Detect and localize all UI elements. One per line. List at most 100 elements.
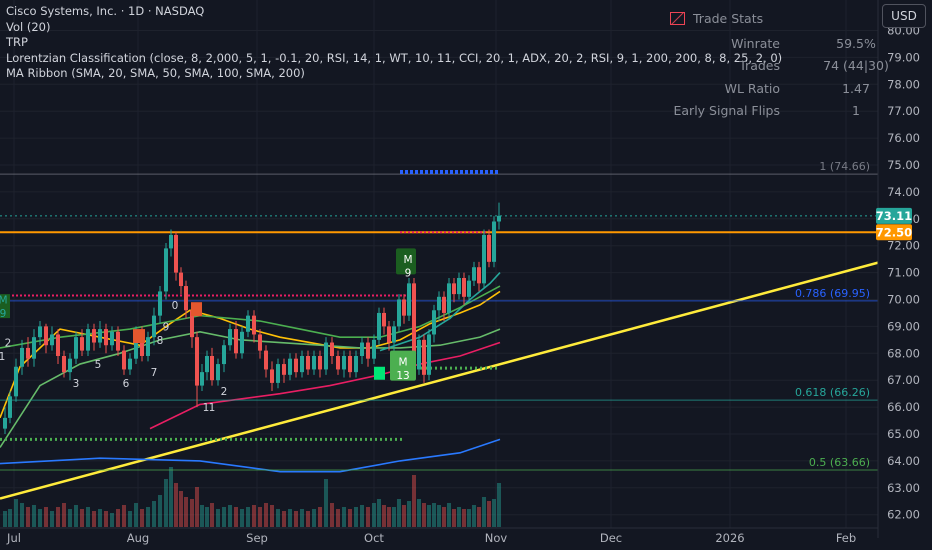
candle-body [134,331,138,359]
candle-body [104,329,108,346]
volume-bar [44,507,48,527]
indicator-lorentzian[interactable]: Lorentzian Classification (close, 8, 2,0… [6,50,783,65]
stats-value: 74 (44|30) [823,58,889,74]
candle-body [20,347,24,367]
volume-bar [472,505,476,527]
symbol-title[interactable]: Cisco Systems, Inc. · 1D · NASDAQ [6,4,205,18]
volume-bar [14,499,18,527]
volume-bar [68,509,72,527]
stats-label: Winrate [731,35,780,51]
volume-bar [200,505,204,527]
stats-value: 1.47 [842,80,870,96]
candle-body [306,355,310,370]
candle-body [200,372,204,386]
x-tick-label: Feb [836,531,856,545]
candle-body [92,329,96,343]
volume-bar [477,507,481,527]
candle-body [270,369,274,383]
volume-bar [128,511,132,527]
candle-body [472,267,476,281]
y-tick-label: 75.00 [887,158,920,172]
volume-bar [392,507,396,527]
volume-bar [447,503,451,527]
candle-body [427,334,431,375]
volume-bar [402,505,406,527]
candle-body [184,286,188,311]
candle-body [195,337,199,386]
candle-body [492,221,496,262]
volume-bar [442,507,446,527]
annotation-label: 5 [95,359,102,371]
annotation-label: 6 [123,378,130,390]
candle-body [318,355,322,370]
candle-body [80,337,84,351]
volume-bar [412,475,416,527]
volume-bar [354,507,358,527]
volume-bar [104,511,108,527]
candle-body [74,337,78,359]
currency-button[interactable]: USD [882,4,926,28]
annotation-label: M [398,356,407,368]
y-tick-label: 66.00 [887,400,920,414]
candle-body [477,267,481,284]
candle-body [412,283,416,370]
price-label-box [876,224,912,241]
candle-body [288,358,292,375]
y-tick-label: 69.00 [887,319,920,333]
volume-bar [190,499,194,527]
stats-row-winrate: Winrate 59.5% [670,32,896,55]
annotation-label: 9 [0,308,6,320]
volume-bar [487,501,491,527]
trade-stats-panel: Trade Stats Winrate 59.5% Trades 74 (44|30… [670,8,896,122]
volume-bar [288,509,292,527]
y-tick-label: 76.00 [887,131,920,145]
candle-body [258,334,262,351]
volume-bar [140,509,144,527]
candle-body [407,283,411,316]
signal-box [191,302,202,317]
candle-body [44,326,48,346]
y-tick-label: 74.00 [887,185,920,199]
volume-bar [492,499,496,527]
y-tick-label: 79.00 [887,50,920,64]
annotation-label: 2 [221,386,228,398]
volume-bar [324,479,328,527]
candle-body [447,283,451,313]
volume-bar [50,511,54,527]
candle-body [457,277,461,295]
volume-bar [62,503,66,527]
volume-bar [457,507,461,527]
signal-box [0,294,10,319]
volume-bar [300,509,304,527]
candle-body [228,329,232,346]
y-tick-label: 78.00 [887,77,920,91]
chart-legend: Cisco Systems, Inc. · 1D · NASDAQ Vol (2… [6,4,782,82]
indicator-vol[interactable]: Vol (20) [6,19,51,34]
candle-body [68,358,72,373]
candle-body [205,355,209,373]
volume-bar [32,505,36,527]
candle-body [140,331,144,356]
indicator-ma-ribbon[interactable]: MA Ribbon (SMA, 20, SMA, 50, SMA, 100, S… [6,66,305,80]
volume-bar [158,495,162,527]
candle-body [128,358,132,370]
annotation-label: 1 [209,402,216,414]
indicator-trp[interactable]: TRP [6,35,28,49]
volume-bar [348,509,352,527]
chart-icon [670,11,685,25]
candle-body [382,312,386,327]
candle-body [146,337,150,356]
annotation-label: M [403,254,412,266]
stats-row-early-flips: Early Signal Flips 1 [670,100,896,123]
y-tick-label: 72.00 [887,239,920,253]
volume-bar [184,497,188,527]
price-label: 72.50 [876,225,912,239]
volume-bar [452,509,456,527]
time-axis[interactable]: Jul Aug Sep Oct Nov Dec 2026 Feb [0,527,878,545]
y-tick-label: 68.00 [887,346,920,360]
candle-body [324,342,328,370]
volume-bar [26,507,30,527]
candle-body [8,396,12,418]
annotation-label: 3 [73,378,80,390]
